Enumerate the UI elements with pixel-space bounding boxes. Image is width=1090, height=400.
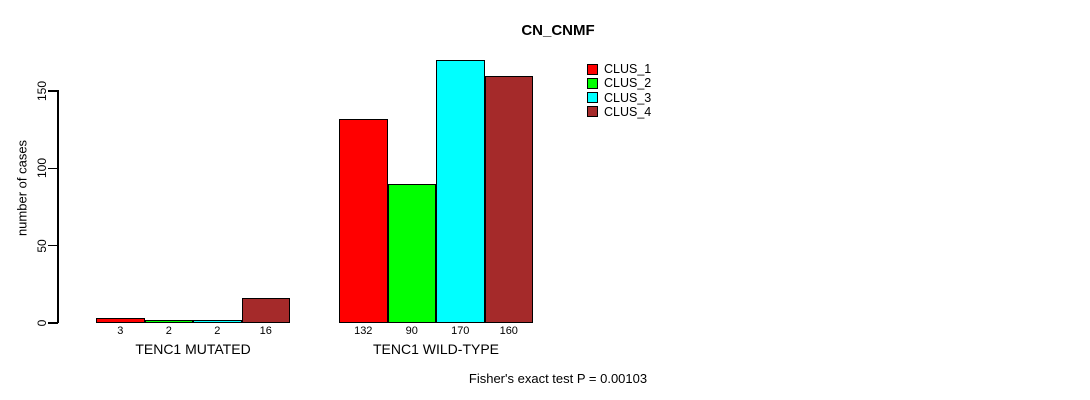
y-tick-label: 100 bbox=[35, 158, 49, 179]
fisher-test-annotation: Fisher's exact test P = 0.00103 bbox=[468, 371, 648, 386]
bar-value-label: 132 bbox=[354, 325, 373, 337]
legend-label: CLUS_2 bbox=[604, 76, 652, 91]
y-tick-label: 50 bbox=[35, 238, 49, 253]
y-tick-mark bbox=[48, 244, 58, 247]
bar-value-label: 170 bbox=[451, 325, 470, 337]
bar-clus_1-wild-type bbox=[339, 118, 388, 323]
legend-label: CLUS_4 bbox=[604, 104, 652, 119]
bar-clus_1-mutated bbox=[96, 318, 145, 323]
bar-value-label: 16 bbox=[259, 325, 272, 337]
bar-value-label: 2 bbox=[165, 325, 172, 337]
bar-value-label: 90 bbox=[405, 325, 418, 337]
bar-value-label: 2 bbox=[214, 325, 221, 337]
bar-clus_2-wild-type bbox=[387, 183, 436, 323]
bar-clus_3-mutated bbox=[193, 319, 242, 323]
legend-swatch-clus_4 bbox=[587, 106, 598, 118]
legend-label: CLUS_1 bbox=[604, 62, 652, 76]
y-tick-label: 0 bbox=[35, 319, 49, 327]
y-tick-mark bbox=[48, 167, 58, 170]
legend-item-clus_4: CLUS_4 bbox=[587, 104, 652, 119]
y-tick-mark bbox=[48, 322, 58, 324]
y-tick-label: 150 bbox=[35, 80, 49, 101]
bar-clus_3-wild-type bbox=[436, 60, 485, 323]
legend-swatch-clus_1 bbox=[587, 63, 598, 75]
legend-item-clus_2: CLUS_2 bbox=[587, 76, 652, 91]
chart-title: CN_CNMF bbox=[521, 22, 595, 39]
y-axis-label: number of cases bbox=[14, 139, 30, 237]
legend-item-clus_1: CLUS_1 bbox=[587, 62, 652, 76]
legend-item-clus_3: CLUS_3 bbox=[587, 90, 652, 105]
group-label-mutated: TENC1 MUTATED bbox=[135, 341, 251, 357]
bar-clus_4-mutated bbox=[241, 298, 290, 323]
bar-value-label: 3 bbox=[117, 325, 124, 337]
legend-label: CLUS_3 bbox=[604, 90, 652, 105]
y-tick-mark bbox=[48, 90, 58, 92]
bar-clus_4-wild-type bbox=[484, 75, 533, 323]
group-label-wild-type: TENC1 WILD-TYPE bbox=[372, 341, 500, 357]
y-axis-line bbox=[57, 90, 59, 323]
bar-value-label: 160 bbox=[499, 325, 518, 337]
legend-swatch-clus_2 bbox=[587, 77, 598, 89]
bar-clus_2-mutated bbox=[144, 319, 193, 323]
legend-swatch-clus_3 bbox=[587, 92, 598, 104]
